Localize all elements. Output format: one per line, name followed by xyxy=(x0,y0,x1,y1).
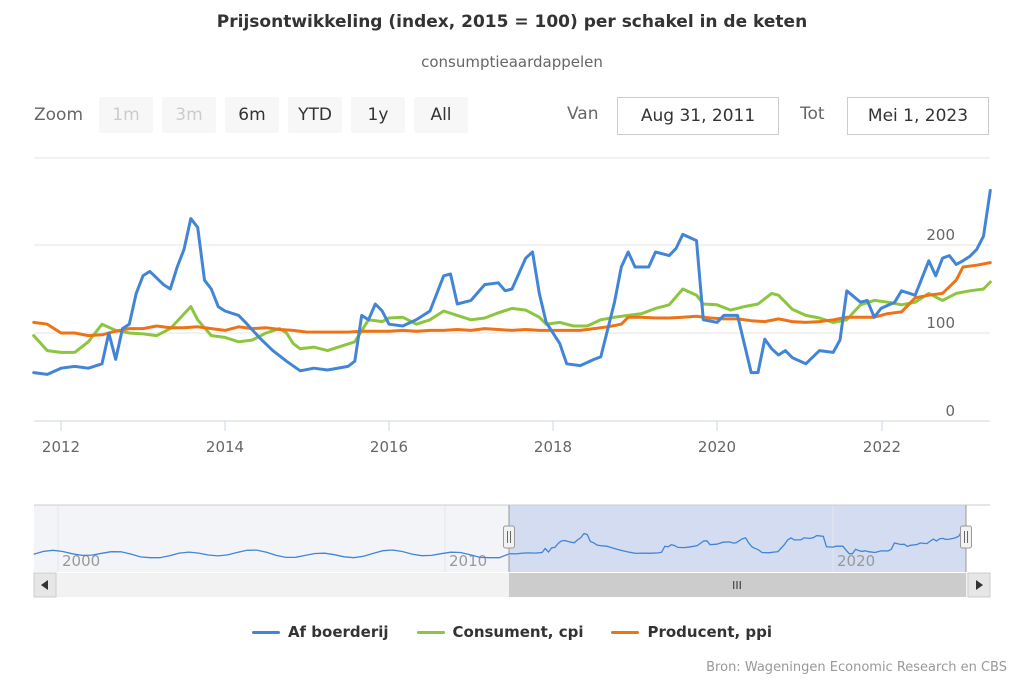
series-lines xyxy=(32,188,992,376)
x-tick-label: 2018 xyxy=(534,438,572,456)
scrollbar-grip: III xyxy=(732,579,742,592)
zoom-1y-button[interactable]: 1y xyxy=(351,97,405,133)
navigator-selected-range[interactable] xyxy=(509,505,966,572)
legend-label: Consument, cpi xyxy=(452,623,584,641)
x-axis-labels: 2012 2014 2016 2018 2020 2022 xyxy=(42,438,901,456)
x-tick-label: 2014 xyxy=(206,438,244,456)
legend-label: Producent, ppi xyxy=(647,623,773,641)
range-from-input[interactable]: Aug 31, 2011 xyxy=(617,97,779,135)
source-credit: Bron: Wageningen Economic Research en CB… xyxy=(706,660,1007,675)
range-to-label: Tot xyxy=(800,104,825,124)
x-axis-ticks xyxy=(60,421,883,431)
chart-subtitle: consumptieaardappelen xyxy=(421,53,603,71)
navigator-tick-label: 2000 xyxy=(62,552,100,570)
legend-item-consument[interactable]: Consument, cpi xyxy=(416,623,584,641)
navigator-left-handle[interactable] xyxy=(503,525,515,549)
zoom-ytd-button[interactable]: YTD xyxy=(288,97,342,133)
y-tick-label: 100 xyxy=(926,314,955,332)
x-tick-label: 2016 xyxy=(370,438,408,456)
zoom-label: Zoom xyxy=(34,105,84,125)
navigator-right-handle[interactable] xyxy=(960,525,972,549)
chevron-right-icon xyxy=(976,580,983,590)
y-tick-label: 0 xyxy=(945,402,955,420)
x-tick-label: 2012 xyxy=(42,438,80,456)
navigator-outside-area xyxy=(34,505,509,572)
navigator-tick-label: 2020 xyxy=(837,552,875,570)
zoom-6m-button[interactable]: 6m xyxy=(225,97,279,133)
zoom-all-button[interactable]: All xyxy=(414,97,468,133)
legend-item-af-boerderij[interactable]: Af boerderij xyxy=(251,623,389,641)
legend-item-producent[interactable]: Producent, ppi xyxy=(611,623,772,641)
x-tick-label: 2022 xyxy=(863,438,901,456)
legend-swatch xyxy=(416,630,445,634)
chart-title: Prijsontwikkeling (index, 2015 = 100) pe… xyxy=(216,12,808,32)
navigator-series-line xyxy=(33,529,963,559)
range-from-label: Van xyxy=(567,104,599,124)
legend-label: Af boerderij xyxy=(287,623,389,641)
navigator[interactable]: 2000 2010 2020 xyxy=(33,504,990,572)
legend-swatch xyxy=(251,630,280,634)
range-to-input[interactable]: Mei 1, 2023 xyxy=(847,97,989,135)
legend: Af boerderij Consument, cpi Producent, p… xyxy=(0,623,1024,641)
af-boerderij-line xyxy=(32,188,992,376)
zoom-1m-button[interactable]: 1m xyxy=(99,97,153,133)
scrollbar-thumb[interactable] xyxy=(509,573,966,597)
zoom-3m-button[interactable]: 3m xyxy=(162,97,216,133)
legend-swatch xyxy=(611,630,640,634)
x-tick-label: 2020 xyxy=(698,438,736,456)
y-axis-labels: 200 100 0 xyxy=(926,226,955,420)
y-tick-label: 200 xyxy=(926,226,955,244)
chevron-left-icon xyxy=(41,580,48,590)
scrollbar[interactable]: III xyxy=(33,572,991,598)
grid-lines xyxy=(34,157,990,422)
producent-ppi-line xyxy=(32,261,992,338)
